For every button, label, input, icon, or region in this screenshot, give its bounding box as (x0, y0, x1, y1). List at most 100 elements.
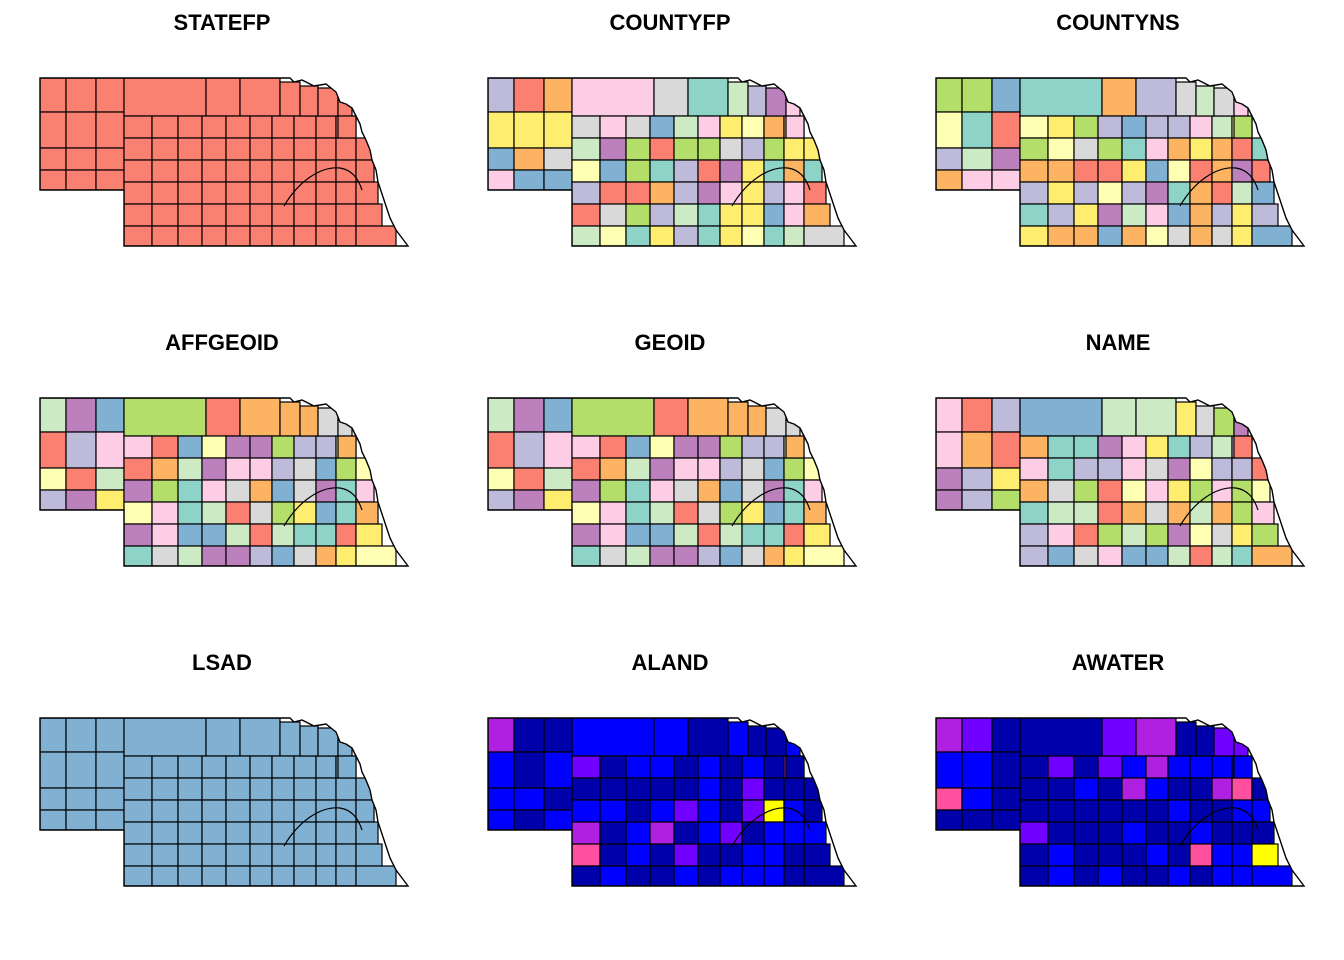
county-polygon (719, 115, 743, 139)
county-polygon (653, 78, 689, 117)
county-polygon (1097, 523, 1123, 547)
county-polygon (239, 78, 281, 117)
county-polygon (1231, 821, 1253, 845)
county-polygon (293, 479, 317, 503)
county-polygon (225, 843, 251, 867)
county-polygon (719, 479, 743, 503)
county-polygon (123, 865, 153, 886)
county-polygon (40, 751, 67, 789)
county-polygon (177, 479, 203, 503)
map-panel-name: NAME (935, 330, 1306, 567)
county-polygon (599, 821, 627, 845)
county-polygon (571, 479, 601, 503)
county-polygon (488, 169, 515, 191)
county-polygon (1167, 523, 1191, 547)
county-polygon (543, 718, 573, 753)
county-polygon (225, 821, 251, 845)
county-polygon (649, 159, 675, 183)
county-polygon (991, 787, 1021, 811)
county-polygon (1073, 115, 1099, 139)
county-polygon (1073, 523, 1099, 547)
county-polygon (783, 843, 805, 867)
county-polygon (991, 147, 1021, 171)
county-polygon (936, 111, 963, 149)
county-polygon (571, 225, 601, 246)
county-polygon (271, 523, 295, 547)
county-polygon (803, 225, 845, 246)
county-polygon (625, 777, 651, 801)
county-polygon (293, 159, 317, 183)
county-polygon (315, 137, 337, 161)
county-polygon (653, 718, 689, 757)
county-polygon (488, 718, 515, 753)
county-polygon (571, 115, 601, 139)
county-polygon (271, 203, 295, 227)
county-polygon (1097, 777, 1123, 801)
county-polygon (741, 821, 765, 845)
county-polygon (803, 865, 845, 886)
county-polygon (225, 777, 251, 801)
county-polygon (1121, 821, 1147, 845)
county-polygon (249, 821, 273, 845)
county-polygon (1167, 457, 1191, 481)
county-polygon (1121, 225, 1147, 246)
county-polygon (763, 115, 785, 139)
county-polygon (205, 78, 241, 117)
county-polygon (65, 787, 97, 811)
county-polygon (1097, 479, 1123, 503)
county-polygon (697, 821, 721, 845)
county-map (39, 717, 410, 887)
county-polygon (571, 843, 601, 867)
county-polygon (719, 501, 743, 525)
county-polygon (1211, 457, 1233, 481)
county-polygon (1251, 843, 1279, 867)
county-polygon (1167, 137, 1191, 161)
county-polygon (1019, 545, 1049, 566)
state-outline (487, 397, 858, 567)
county-polygon (177, 225, 203, 246)
county-polygon (1135, 78, 1177, 117)
county-polygon (1195, 405, 1215, 437)
county-polygon (1073, 225, 1099, 246)
county-polygon (315, 457, 337, 481)
county-polygon (293, 457, 317, 481)
county-polygon (961, 111, 993, 149)
county-polygon (225, 545, 251, 566)
county-polygon (571, 821, 601, 845)
county-polygon (1231, 501, 1253, 525)
county-polygon (95, 718, 125, 753)
county-polygon (763, 799, 785, 823)
county-polygon (1251, 159, 1271, 183)
county-polygon (65, 718, 97, 753)
county-polygon (697, 755, 721, 779)
county-polygon (991, 78, 1021, 113)
state-outline (39, 77, 410, 247)
county-polygon (1073, 843, 1099, 867)
county-polygon (991, 431, 1021, 469)
county-polygon (649, 843, 675, 867)
county-polygon (1213, 407, 1235, 437)
county-polygon (1189, 225, 1213, 246)
county-polygon (177, 821, 203, 845)
county-polygon (783, 181, 805, 205)
county-polygon (1019, 777, 1049, 801)
county-polygon (201, 821, 227, 845)
county-polygon (741, 435, 765, 459)
county-polygon (1121, 865, 1147, 886)
county-polygon (293, 523, 317, 547)
county-polygon (697, 479, 721, 503)
county-polygon (719, 843, 743, 867)
county-polygon (991, 111, 1021, 149)
county-polygon (151, 843, 179, 867)
county-polygon (1231, 137, 1253, 161)
county-polygon (271, 755, 295, 779)
county-polygon (1189, 159, 1213, 183)
county-polygon (249, 501, 273, 525)
county-polygon (649, 137, 675, 161)
county-polygon (649, 225, 675, 246)
county-polygon (315, 755, 337, 779)
county-polygon (123, 78, 207, 117)
county-polygon (335, 225, 357, 246)
county-polygon (315, 159, 337, 183)
county-polygon (488, 787, 515, 811)
